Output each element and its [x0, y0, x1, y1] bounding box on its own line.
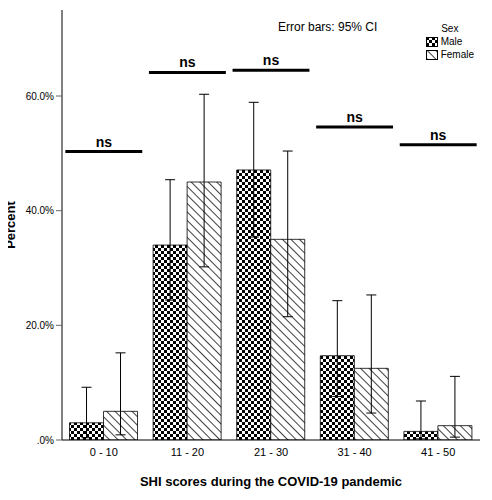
svg-text:SHI scores during the COVID-19: SHI scores during the COVID-19 pandemic [140, 474, 402, 489]
svg-text:41 - 50: 41 - 50 [421, 446, 455, 458]
html-text:Sex: Sex [441, 23, 459, 34]
svg-text:40.0%: 40.0% [26, 205, 54, 216]
svg-text:ns: ns [263, 52, 280, 68]
svg-text:21 - 30: 21 - 30 [254, 446, 288, 458]
svg-text:ns: ns [179, 54, 196, 70]
svg-text:60.0%: 60.0% [26, 91, 54, 102]
svg-text:11 - 20: 11 - 20 [171, 446, 204, 458]
svg-text:ns: ns [346, 109, 363, 125]
svg-text:0 - 10: 0 - 10 [90, 446, 118, 458]
svg-text:31 - 40: 31 - 40 [337, 446, 371, 458]
svg-text:Percent: Percent [8, 200, 18, 248]
svg-text:ns: ns [96, 134, 113, 150]
svg-text:ns: ns [430, 127, 447, 143]
svg-text:.0%: .0% [37, 435, 54, 446]
svg-text:20.0%: 20.0% [26, 320, 54, 331]
html-text:Error bars: 95% CI: Error bars: 95% CI [278, 20, 378, 34]
html-text:Male: Male [440, 36, 463, 47]
html-text:Female: Female [440, 49, 474, 60]
